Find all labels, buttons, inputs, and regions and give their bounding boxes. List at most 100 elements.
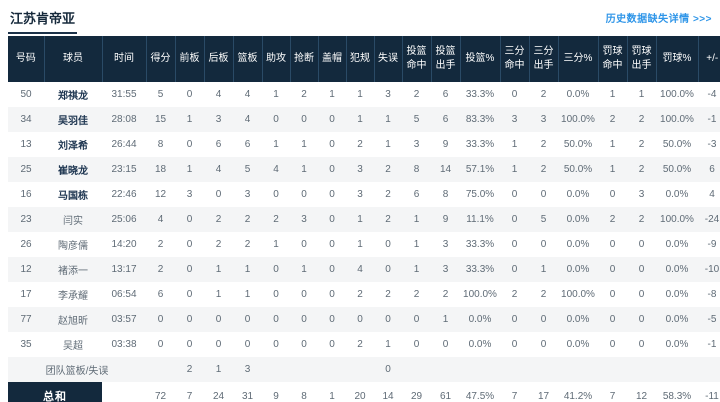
stat-cell xyxy=(262,357,290,382)
stat-cell: 3 xyxy=(244,189,251,200)
stat-cell: 1 xyxy=(346,107,374,132)
stat-cell: 0 xyxy=(529,307,558,332)
stat-cell: 0.0% xyxy=(665,289,689,300)
stat-cell: 2 xyxy=(413,289,420,300)
stat-cell: 100.0% xyxy=(558,107,598,132)
history-link[interactable]: 历史数据缺失详情 >>> xyxy=(605,14,712,25)
stat-cell: 0 xyxy=(374,257,402,282)
stat-cell: 1 xyxy=(290,157,318,182)
stat-cell: 3 xyxy=(290,207,318,232)
player-row: 12 褚添一 13:17 2 0 1 1 0 1 0 4 0 1 3 33.3% 0 1 0.0% 0 0 0.0% -1… xyxy=(8,257,720,282)
stat-cell: 6 xyxy=(157,289,164,300)
stat-cell: 8 xyxy=(402,157,431,182)
stat-cell: 0 xyxy=(511,339,518,350)
column-header: 抢断 xyxy=(289,36,318,82)
player-row: 26 陶彦儒 14:20 2 0 2 2 1 0 0 1 0 1 3 33.3% 0 0 0.0% 0 0 0.0% -9 xyxy=(8,232,720,257)
stat-cell: 0 xyxy=(233,307,262,332)
jersey-number: 34 xyxy=(8,107,44,132)
stat-cell: 2 xyxy=(385,189,391,200)
stat-cell: 0 xyxy=(346,307,374,332)
stat-cell: 5 xyxy=(157,89,164,100)
stat-cell: 0 xyxy=(318,207,346,232)
stat-cell: 0.0% xyxy=(468,339,492,350)
stat-cell: 2 xyxy=(157,239,164,250)
column-header: 犯规 xyxy=(345,36,374,82)
stat-cell: 9 xyxy=(431,207,460,232)
stat-cell: 100.0% xyxy=(660,89,694,100)
stat-cell: 1 xyxy=(511,139,518,150)
stat-cell: 1 xyxy=(290,257,318,282)
player-name: 褚添一 xyxy=(44,257,102,282)
stat-cell: 0 xyxy=(329,239,335,250)
stat-cell: 2 xyxy=(233,207,262,232)
stat-cell: 0.0% xyxy=(566,189,590,200)
stat-cell: 0 xyxy=(301,189,307,200)
stat-cell: 6 xyxy=(442,89,449,100)
header-row: 号码 球员 时间 得分 前板 后板 篮板 助攻 抢断 盖帽 犯规 失误 投篮 命中 投篮 出手 投篮% 三分 … xyxy=(8,36,720,82)
stat-cell xyxy=(529,357,558,382)
stat-cell: 1 xyxy=(413,239,420,250)
stat-cell xyxy=(460,357,500,382)
stat-cell: -1 xyxy=(707,339,717,350)
column-header: 三分 出手 xyxy=(528,36,558,82)
stat-cell: 0 xyxy=(500,257,529,282)
stat-cell: -8 xyxy=(707,289,717,300)
stat-cell: 0 xyxy=(385,239,391,250)
stat-cell: 0 xyxy=(609,339,616,350)
stat-cell: -1 xyxy=(698,107,720,132)
stat-cell: 18 xyxy=(146,157,175,182)
stat-cell: 0 xyxy=(186,89,193,100)
player-name: 闫实 xyxy=(44,207,102,232)
stat-cell: 33.3% xyxy=(465,239,495,250)
minutes-played: 23:15 xyxy=(102,157,146,182)
stat-cell: 0.0% xyxy=(566,89,590,100)
minutes-played: 28:08 xyxy=(102,107,146,132)
stat-cell: 4 xyxy=(215,89,222,100)
stat-cell: 0.0% xyxy=(656,257,698,282)
stat-cell: 5 xyxy=(402,107,431,132)
stat-cell: 2 xyxy=(627,157,656,182)
player-name: 马国栋 xyxy=(58,191,88,202)
stat-cell: 0.0% xyxy=(460,307,500,332)
stat-cell: 2 xyxy=(357,339,363,350)
stat-cell: 24 xyxy=(212,390,225,402)
stat-cell: 1 xyxy=(598,157,627,182)
player-name: 崔晓龙 xyxy=(44,157,102,182)
stat-cell: 4 xyxy=(233,107,262,132)
stat-cell: 0 xyxy=(511,89,518,100)
minutes-played: 03:38 xyxy=(111,339,137,350)
stat-cell: 0.0% xyxy=(558,307,598,332)
stat-cell: -11 xyxy=(705,390,719,402)
minutes-played: 22:46 xyxy=(111,189,137,200)
stat-cell: 0 xyxy=(244,339,251,350)
stat-cell: 3 xyxy=(385,89,391,100)
stat-cell: 3 xyxy=(186,189,193,200)
stat-cell: 0.0% xyxy=(665,339,689,350)
stat-cell: 0 xyxy=(318,157,346,182)
stat-cell: 0 xyxy=(215,339,222,350)
stat-cell: 3 xyxy=(357,189,363,200)
stat-cell xyxy=(431,357,460,382)
stat-cell: 1 xyxy=(500,157,529,182)
stat-cell: 1 xyxy=(385,339,391,350)
stat-cell: 0 xyxy=(301,289,307,300)
column-header: 前板 xyxy=(174,36,204,82)
player-row: 23 闫实 25:06 4 0 2 2 2 3 0 1 2 1 9 11.1% 0 5 0.0% 2 2 100.0% -… xyxy=(8,207,720,232)
stat-cell: -5 xyxy=(698,307,720,332)
player-row: 25 崔晓龙 23:15 18 1 4 5 4 1 0 3 2 8 14 57.1% 1 2 50.0% 1 2 50.… xyxy=(8,157,720,182)
stat-cell: 0 xyxy=(204,307,233,332)
stat-cell: -4 xyxy=(707,89,717,100)
stat-cell: 4 xyxy=(146,207,175,232)
stat-cell: 1 xyxy=(273,239,279,250)
stat-cell: 0 xyxy=(290,307,318,332)
stat-cell: 0 xyxy=(609,189,616,200)
stat-cell: 3 xyxy=(233,357,262,382)
stat-cell: 0 xyxy=(609,239,616,250)
stat-cell: 6 xyxy=(215,139,222,150)
stat-cell xyxy=(146,357,175,382)
minutes-played: 14:20 xyxy=(111,239,137,250)
stat-cell: 2 xyxy=(301,89,307,100)
stat-cell: 1 xyxy=(529,257,558,282)
stat-cell: 0 xyxy=(374,357,402,382)
stat-cell: 2 xyxy=(146,257,175,282)
